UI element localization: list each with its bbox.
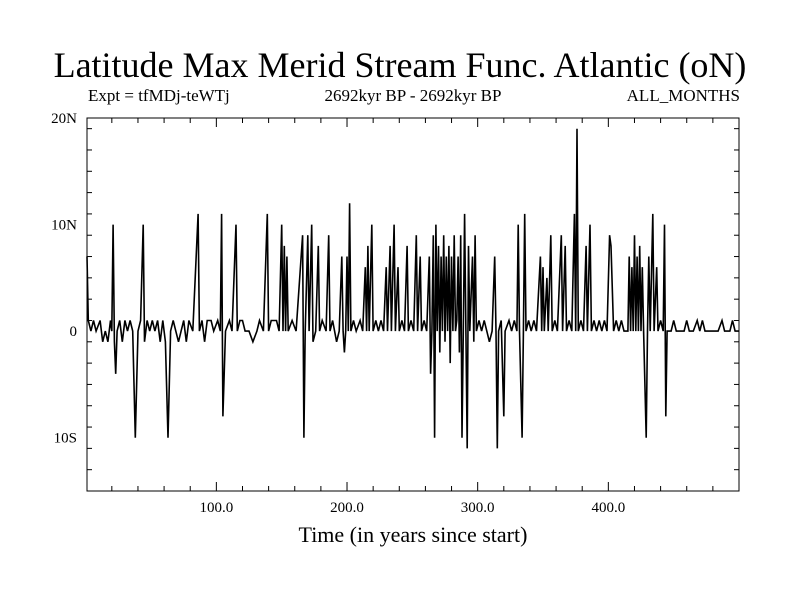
x-tick-label: 400.0 (591, 500, 625, 516)
series-line (86, 128, 739, 449)
y-tick-label: 10S (54, 431, 77, 447)
x-tick-label: 300.0 (461, 500, 495, 516)
chart-title: Latitude Max Merid Stream Func. Atlantic… (53, 45, 747, 85)
x-tick-label: 200.0 (330, 500, 364, 516)
axis-ticks: 100.0 200.0 300.0 400.0 10S 0 10N 20N (51, 111, 739, 516)
series-group (86, 128, 739, 449)
y-tick-label: 0 (70, 324, 78, 340)
experiment-label: Expt = tfMDj-teWTj (88, 86, 230, 105)
x-tick-label: 100.0 (199, 500, 233, 516)
y-tick-label: 20N (51, 111, 77, 127)
months-label: ALL_MONTHS (626, 86, 740, 105)
plot-frame (86, 117, 740, 492)
time-range-label: 2692kyr BP - 2692kyr BP (324, 86, 502, 105)
y-tick-label: 10N (51, 218, 77, 234)
x-axis-label: Time (in years since start) (298, 522, 528, 547)
